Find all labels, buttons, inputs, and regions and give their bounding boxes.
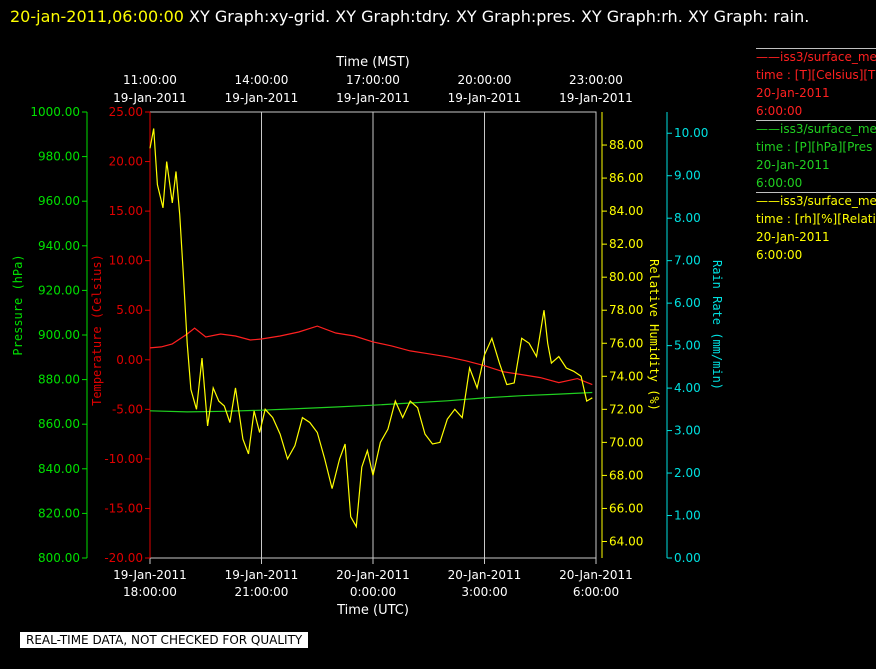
humidity-tick-label: 82.00 bbox=[609, 237, 643, 251]
bottom-tick-date: 20-Jan-2011 bbox=[559, 568, 633, 582]
legend-entry-line1: ——iss3/surface_me bbox=[756, 192, 876, 208]
humidity-tick-label: 86.00 bbox=[609, 171, 643, 185]
legend-entry-line2: time : [T][Celsius][T bbox=[756, 68, 876, 82]
temperature-tick-label: 5.00 bbox=[116, 303, 143, 317]
pressure-tick-label: 960.00 bbox=[38, 194, 80, 208]
pressure-tick-label: 860.00 bbox=[38, 417, 80, 431]
humidity-tick-label: 68.00 bbox=[609, 468, 643, 482]
humidity-tick-label: 74.00 bbox=[609, 369, 643, 383]
rain-tick-label: 9.00 bbox=[674, 169, 701, 183]
top-tick-time: 14:00:00 bbox=[235, 73, 289, 87]
top-tick-date: 19-Jan-2011 bbox=[448, 91, 522, 105]
rain-axis-label: Rain Rate (mm/min) bbox=[710, 260, 724, 390]
rain-tick-label: 3.00 bbox=[674, 424, 701, 438]
legend-entry-line3: 20-Jan-2011 bbox=[756, 86, 830, 100]
series bbox=[149, 128, 593, 529]
legend-entry-line3: 20-Jan-2011 bbox=[756, 158, 830, 172]
title-graph-list: XY Graph:xy-grid. XY Graph:tdry. XY Grap… bbox=[183, 7, 810, 26]
top-tick-time: 23:00:00 bbox=[569, 73, 623, 87]
title-timestamp: 20-jan-2011,06:00:00 bbox=[10, 7, 184, 26]
rain-tick-label: 6.00 bbox=[674, 296, 701, 310]
temperature-tick-label: 10.00 bbox=[109, 254, 143, 268]
pressure-tick-label: 980.00 bbox=[38, 150, 80, 164]
rain-tick-label: 7.00 bbox=[674, 254, 701, 268]
humidity-tick-label: 64.00 bbox=[609, 534, 643, 548]
rain-tick-label: 10.00 bbox=[674, 126, 708, 140]
legend-entry-line4: 6:00:00 bbox=[756, 104, 803, 118]
bottom-tick-date: 19-Jan-2011 bbox=[225, 568, 299, 582]
top-tick-time: 11:00:00 bbox=[123, 73, 177, 87]
bottom-tick-time: 6:00:00 bbox=[573, 585, 619, 599]
bottom-tick-time: 0:00:00 bbox=[350, 585, 396, 599]
bottom-tick-time: 3:00:00 bbox=[461, 585, 507, 599]
pressure-tick-label: 820.00 bbox=[38, 506, 80, 520]
legend-entry-line4: 6:00:00 bbox=[756, 248, 803, 262]
axes: 19-Jan-2011 18:00:00 19-Jan-2011 21:00:00 20… bbox=[30, 73, 708, 599]
pressure-series-line bbox=[149, 391, 593, 413]
humidity-tick-label: 84.00 bbox=[609, 204, 643, 218]
legend-entry-line1: ——iss3/surface_me bbox=[756, 120, 876, 136]
temperature-tick-label: -15.00 bbox=[104, 501, 143, 515]
rain-tick-label: 0.00 bbox=[674, 551, 701, 565]
rain-tick-label: 2.00 bbox=[674, 466, 701, 480]
window-title: 20-jan-2011,06:00:00 XY Graph:xy-grid. X… bbox=[10, 2, 860, 31]
bottom-tick-date: 20-Jan-2011 bbox=[448, 568, 522, 582]
bottom-tick-time: 18:00:00 bbox=[123, 585, 177, 599]
legend-entry-line4: 6:00:00 bbox=[756, 176, 803, 190]
humidity-tick-label: 70.00 bbox=[609, 435, 643, 449]
quality-disclaimer: REAL-TIME DATA, NOT CHECKED FOR QUALITY bbox=[20, 632, 309, 648]
top-tick-time: 20:00:00 bbox=[458, 73, 512, 87]
humidity-tick-label: 80.00 bbox=[609, 270, 643, 284]
pressure-tick-label: 920.00 bbox=[38, 283, 80, 297]
temperature-tick-label: 20.00 bbox=[109, 155, 143, 169]
top-tick-date: 19-Jan-2011 bbox=[559, 91, 633, 105]
grid bbox=[261, 112, 485, 558]
rain-tick-label: 4.00 bbox=[674, 381, 701, 395]
pressure-tick-label: 900.00 bbox=[38, 328, 80, 342]
pressure-tick-label: 840.00 bbox=[38, 462, 80, 476]
humidity-series-line bbox=[149, 128, 593, 529]
rain-tick-label: 8.00 bbox=[674, 211, 701, 225]
top-tick-time: 17:00:00 bbox=[346, 73, 400, 87]
legend-entry-line2: time : [P][hPa][Pres bbox=[756, 140, 873, 154]
humidity-tick-label: 76.00 bbox=[609, 336, 643, 350]
temperature-tick-label: -10.00 bbox=[104, 452, 143, 466]
bottom-tick-date: 20-Jan-2011 bbox=[336, 568, 410, 582]
temperature-axis-label: Temperature (Celsius) bbox=[90, 254, 104, 406]
humidity-tick-label: 66.00 bbox=[609, 501, 643, 515]
legend-entry-line1: ——iss3/surface_me bbox=[756, 48, 876, 64]
temperature-tick-label: -5.00 bbox=[112, 402, 143, 416]
legend-entry-line3: 20-Jan-2011 bbox=[756, 230, 830, 244]
top-tick-date: 19-Jan-2011 bbox=[113, 91, 187, 105]
top-tick-date: 19-Jan-2011 bbox=[225, 91, 299, 105]
humidity-tick-label: 72.00 bbox=[609, 402, 643, 416]
legend-entry-line2: time : [rh][%][Relati bbox=[756, 212, 876, 226]
bottom-tick-time: 21:00:00 bbox=[235, 585, 289, 599]
temperature-tick-label: 25.00 bbox=[109, 105, 143, 119]
top-tick-date: 19-Jan-2011 bbox=[336, 91, 410, 105]
temperature-tick-label: 0.00 bbox=[116, 353, 143, 367]
humidity-axis-label: Relative Humidity (%) bbox=[647, 259, 661, 411]
pressure-axis-label: Pressure (hPa) bbox=[11, 254, 25, 355]
rain-tick-label: 5.00 bbox=[674, 339, 701, 353]
pressure-tick-label: 880.00 bbox=[38, 373, 80, 387]
bottom-axis-title: Time (UTC) bbox=[336, 603, 409, 618]
bottom-tick-date: 19-Jan-2011 bbox=[113, 568, 187, 582]
temperature-series-line bbox=[149, 325, 593, 386]
pressure-tick-label: 1000.00 bbox=[30, 105, 80, 119]
temperature-tick-label: 15.00 bbox=[109, 204, 143, 218]
pressure-tick-label: 800.00 bbox=[38, 551, 80, 565]
humidity-tick-label: 78.00 bbox=[609, 303, 643, 317]
top-axis-title: Time (MST) bbox=[335, 55, 410, 70]
pressure-tick-label: 940.00 bbox=[38, 239, 80, 253]
rain-tick-label: 1.00 bbox=[674, 509, 701, 523]
temperature-tick-label: -20.00 bbox=[104, 551, 143, 565]
humidity-tick-label: 88.00 bbox=[609, 138, 643, 152]
